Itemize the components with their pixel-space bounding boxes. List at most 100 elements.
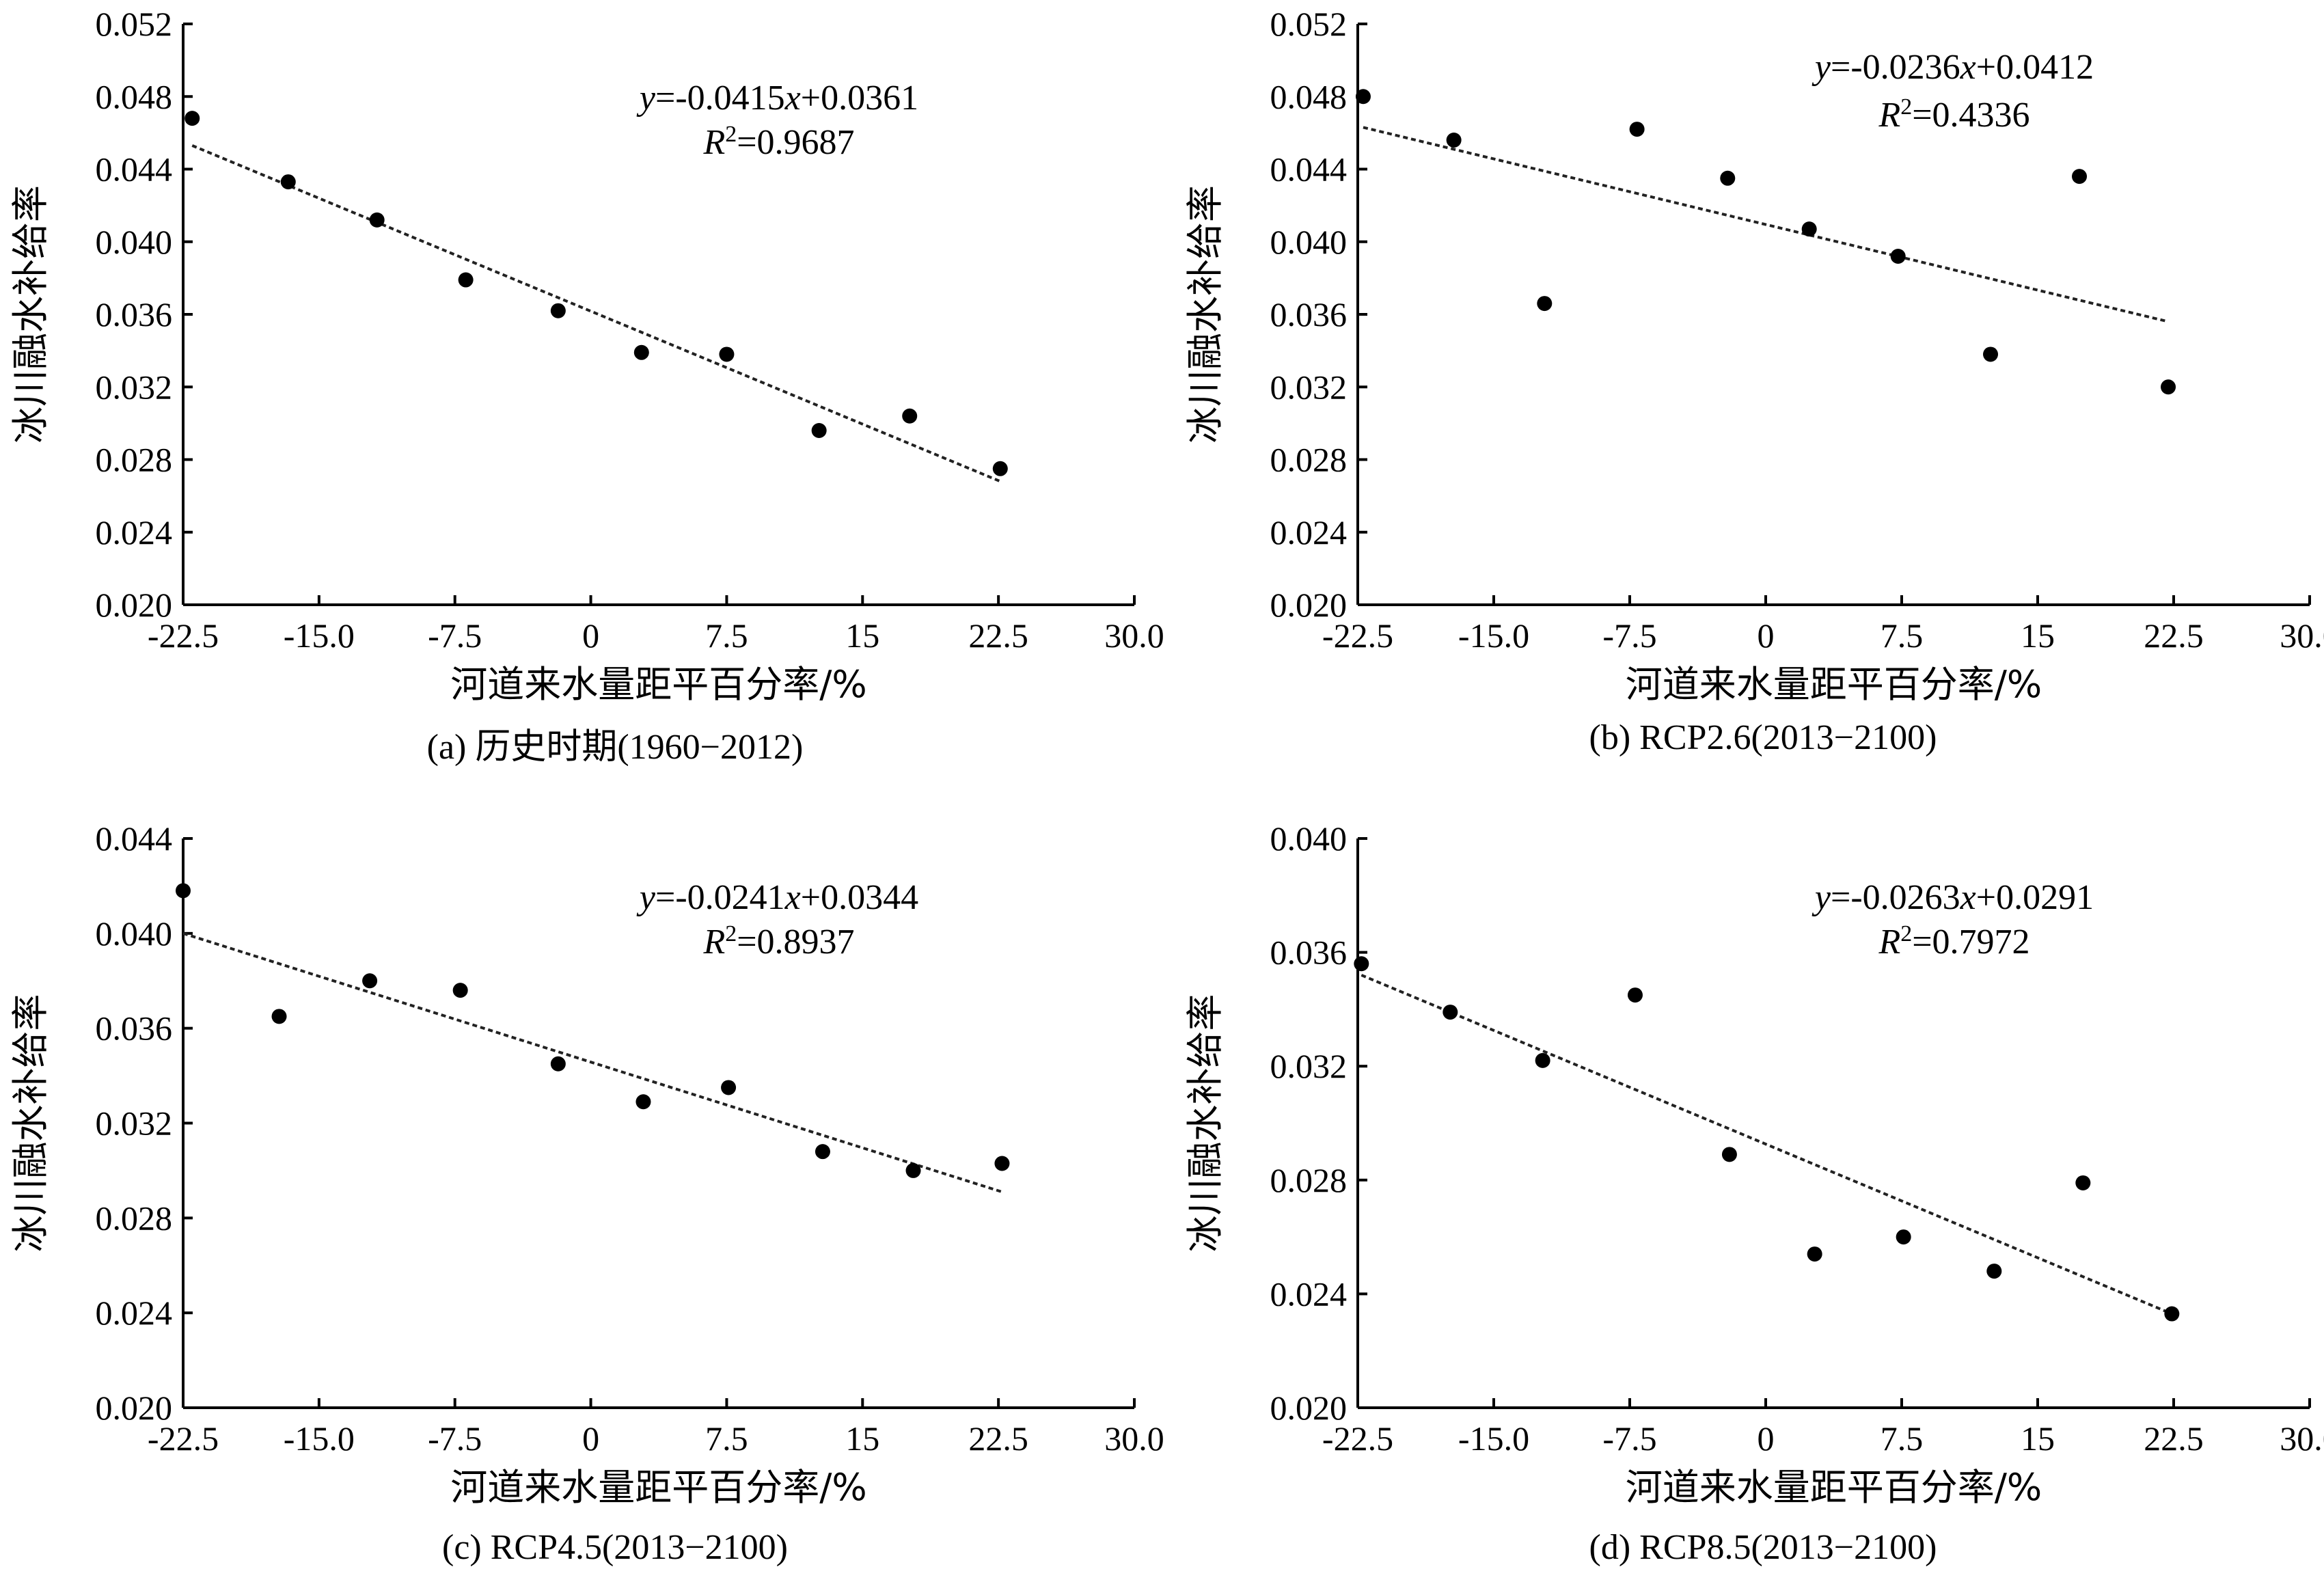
equation-x-symbol: x — [1960, 48, 1976, 87]
y-tick-label: 0.036 — [96, 1009, 173, 1048]
x-tick-label: 0 — [582, 1419, 599, 1458]
x-tick-label: 15 — [2021, 1419, 2055, 1458]
data-point — [362, 973, 378, 989]
equation-slope: =-0.0263 — [1831, 878, 1960, 917]
y-tick-label: 0.020 — [1270, 1389, 1348, 1427]
x-tick-label: 7.5 — [705, 616, 748, 655]
data-point — [1801, 221, 1817, 237]
r-squared-value: =0.9687 — [737, 123, 854, 162]
y-tick-label: 0.040 — [1270, 223, 1348, 261]
y-tick-label: 0.052 — [1270, 5, 1348, 43]
trend-line — [191, 144, 1001, 483]
data-point — [1535, 1052, 1550, 1068]
data-point — [1721, 1147, 1737, 1162]
x-axis-title: 河道来水量距平百分率/% — [1626, 1466, 2042, 1509]
y-tick-label: 0.032 — [1270, 368, 1348, 406]
x-tick-label: -15.0 — [1458, 1419, 1529, 1458]
y-tick-label: 0.024 — [1270, 513, 1348, 551]
equation-slope: =-0.0241 — [655, 878, 785, 917]
y-tick-label: 0.048 — [96, 77, 173, 115]
x-tick-label: 22.5 — [968, 1419, 1028, 1458]
equation-slope: =-0.0415 — [655, 79, 785, 118]
data-point — [1443, 1005, 1458, 1020]
y-tick-label: 0.036 — [1270, 933, 1348, 972]
equation-y-symbol: y — [1812, 48, 1831, 87]
data-point — [280, 174, 296, 190]
x-tick-label: 30.0 — [1104, 1419, 1164, 1458]
x-tick-label: 7.5 — [1881, 1419, 1924, 1458]
data-point — [635, 1094, 651, 1110]
x-tick-label: 30.0 — [1104, 616, 1164, 655]
r-symbol: R — [1878, 96, 1900, 135]
r-symbol: R — [1878, 923, 1900, 962]
data-point — [2075, 1175, 2091, 1190]
data-point — [719, 346, 735, 362]
x-tick-label: 15 — [2021, 616, 2055, 655]
y-tick-label: 0.020 — [96, 586, 173, 624]
r-symbol: R — [702, 123, 725, 162]
equation-y-symbol: y — [636, 878, 656, 917]
data-point — [815, 1144, 830, 1160]
x-tick-label: 30.0 — [2280, 1419, 2324, 1458]
y-tick-label: 0.036 — [96, 295, 173, 333]
x-tick-label: -15.0 — [284, 616, 355, 655]
panel-a: 0.020 0.024 0.028 0.032 0.036 0.040 0.044 0.048… — [9, 5, 1164, 706]
y-tick-label: 0.044 — [96, 819, 173, 858]
equation-intercept: +0.0291 — [1976, 878, 2094, 917]
x-tick-label: -7.5 — [428, 1419, 482, 1458]
y-tick-label: 0.044 — [96, 150, 173, 189]
x-tick-label: -7.5 — [1602, 1419, 1656, 1458]
equation-x-symbol: x — [1960, 878, 1976, 917]
trend-line — [1361, 974, 2173, 1315]
data-point — [2164, 1306, 2180, 1322]
r-squared: R2=0.7972 — [1878, 921, 2029, 962]
r-squared-value: =0.4336 — [1912, 96, 2029, 135]
data-point — [550, 303, 566, 318]
y-tick-label: 0.040 — [96, 914, 173, 953]
r-squared: R2=0.8937 — [702, 921, 854, 962]
y-tick-label: 0.044 — [1270, 150, 1348, 189]
y-tick-label: 0.028 — [1270, 1161, 1348, 1199]
data-point — [176, 883, 191, 899]
y-tick-label: 0.028 — [1270, 441, 1348, 479]
caption-panel-b: (b) RCP2.6(2013−2100) — [1589, 718, 1937, 757]
x-tick-label: 0 — [1758, 1419, 1775, 1458]
data-point — [271, 1009, 287, 1024]
equation-x-symbol: x — [784, 878, 801, 917]
data-point — [721, 1080, 737, 1095]
r-symbol: R — [702, 923, 725, 962]
data-point — [1354, 956, 1369, 972]
y-tick-label: 0.036 — [1270, 295, 1348, 333]
caption-panel-c: (c) RCP4.5(2013−2100) — [442, 1528, 788, 1567]
x-tick-label: -7.5 — [1602, 616, 1656, 655]
data-point — [184, 111, 200, 126]
x-tick-label: -15.0 — [284, 1419, 355, 1458]
equation-y-symbol: y — [1812, 878, 1831, 917]
x-axis-title: 河道来水量距平百分率/% — [450, 1466, 867, 1509]
y-tick-label: 0.024 — [96, 513, 173, 551]
r-squared-value: =0.8937 — [737, 923, 854, 962]
y-tick-label: 0.024 — [96, 1294, 173, 1332]
data-point — [2072, 169, 2088, 185]
y-tick-label: 0.040 — [96, 223, 173, 261]
data-point — [1627, 987, 1643, 1003]
trend-line — [182, 931, 1003, 1194]
x-tick-label: 15 — [845, 616, 879, 655]
x-tick-label: 22.5 — [968, 616, 1028, 655]
x-tick-label: 15 — [845, 1419, 879, 1458]
y-axis-title: 冰川融水补给率 — [9, 994, 52, 1253]
data-point — [905, 1162, 921, 1178]
panel-d: 0.020 0.024 0.028 0.032 0.036 0.040 -22.5 -15.0… — [1184, 819, 2324, 1509]
x-tick-label: 22.5 — [2144, 616, 2204, 655]
equation-intercept: +0.0361 — [801, 79, 918, 118]
x-axis-title: 河道来水量距平百分率/% — [1626, 663, 2042, 706]
r-superscript: 2 — [1900, 921, 1912, 946]
equation-slope: =-0.0236 — [1831, 48, 1960, 87]
regression-equation: y=-0.0236x+0.0412 — [1812, 48, 2094, 87]
r-superscript: 2 — [725, 921, 737, 946]
data-point — [1986, 1264, 2002, 1279]
data-point — [1446, 133, 1462, 148]
r-superscript: 2 — [725, 122, 737, 147]
equation-y-symbol: y — [636, 79, 656, 118]
